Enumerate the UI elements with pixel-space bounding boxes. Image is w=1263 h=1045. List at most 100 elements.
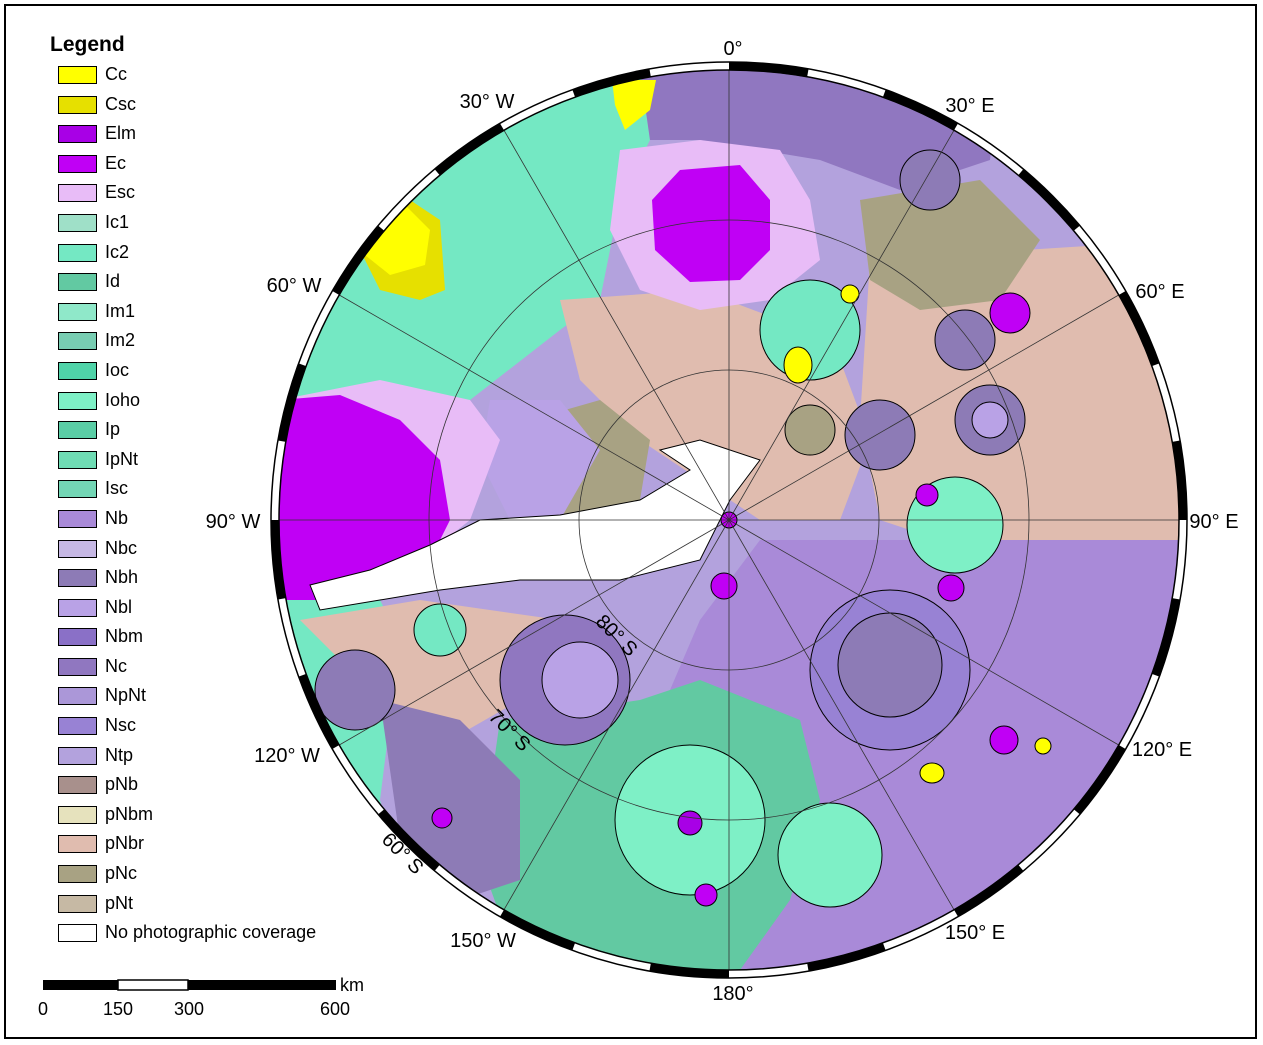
legend-label: Ip (105, 419, 121, 440)
scale-unit: km (340, 975, 364, 995)
legend-swatch (58, 569, 97, 588)
meridian-line (728, 519, 1119, 746)
legend-label: Im2 (105, 330, 136, 351)
scale-segment-1 (43, 980, 118, 990)
legend-label: Nsc (105, 715, 136, 736)
unit-ec-crater-2 (937, 574, 965, 602)
unit-ec-crater-5 (694, 883, 718, 907)
legend-label: pNbm (105, 803, 154, 824)
legend-swatch (58, 805, 97, 824)
meridian-line (728, 519, 955, 910)
unit-ec-west-basin (279, 395, 450, 600)
legend-label: Elm (105, 123, 136, 144)
border-tick (271, 520, 286, 600)
unit-ec-crater-1 (989, 292, 1031, 334)
legend-swatch (58, 361, 97, 380)
legend-swatch (58, 213, 97, 232)
unit-ec-crater-6 (915, 483, 939, 507)
legend-swatch (58, 421, 97, 440)
scale-bar: km 0 150 300 600 (38, 975, 364, 1019)
unit-ic2-southeast-crater (777, 802, 883, 908)
unit-nbl-center (480, 400, 600, 520)
legend-label: Ic1 (105, 211, 130, 232)
border-tick (1073, 745, 1126, 815)
unit-cc-crater-2 (840, 284, 860, 304)
unit-cc-northwest (365, 205, 430, 275)
legend-swatch (58, 125, 97, 144)
legend-label: pNb (105, 774, 139, 795)
legend-label: Ioc (105, 359, 130, 380)
legend-label: pNbr (105, 833, 145, 854)
legend-swatch (58, 184, 97, 203)
legend-item: Im1 (50, 300, 135, 330)
legend-item: Isc (50, 477, 128, 507)
unit-pnbr-southwest (300, 600, 560, 740)
unit-ec-crater-4 (710, 572, 738, 600)
border-ticks (271, 62, 1187, 978)
border-tick (500, 909, 576, 951)
legend-swatch (58, 273, 97, 292)
meridian-line (503, 130, 730, 521)
legend-label: Nbh (105, 567, 139, 588)
meridian-line (728, 294, 1119, 521)
lon-label-120e: 120° E (1132, 739, 1192, 761)
border-tick (729, 62, 809, 77)
unit-ic2-west-crater (413, 603, 467, 657)
legend-swatch (58, 598, 97, 617)
lon-label-150w: 150° W (450, 930, 516, 952)
legend-item: Nbh (50, 566, 138, 596)
scale-tick-600: 600 (320, 999, 350, 1019)
legend-label: No photographic coverage (105, 922, 317, 943)
legend-swatch (58, 450, 97, 469)
border-tick (1151, 598, 1181, 677)
legend-label: NpNt (105, 685, 147, 706)
meridian-line (339, 294, 730, 521)
legend-item: NpNt (50, 684, 146, 714)
legend-label: Cc (105, 64, 127, 84)
scale-tick-150: 150 (103, 999, 133, 1019)
legend-item: Ip (50, 418, 125, 448)
unit-nbh-center-crater (844, 399, 916, 471)
legend-swatch (58, 746, 97, 765)
legend-item: pNbm (50, 803, 153, 833)
unit-ec-crater-7 (677, 810, 703, 836)
legend-swatch (58, 717, 97, 736)
border-tick (649, 963, 729, 978)
legend-label: Csc (105, 93, 136, 114)
legend-label: Ic2 (105, 241, 130, 262)
lon-label-30w: 30° W (460, 91, 515, 113)
border-tick (1118, 291, 1160, 367)
legend-swatch (58, 776, 97, 795)
meridian-line (503, 519, 730, 910)
unit-nbh-northeast-crater (934, 309, 996, 371)
lon-label-150e: 150° E (945, 922, 1005, 944)
legend-swatch (58, 154, 97, 173)
lon-label-90w: 90° W (206, 511, 261, 533)
legend-label: pNc (105, 863, 138, 884)
legend-label: Nb (105, 507, 129, 528)
map-frame (4, 4, 1257, 1039)
legend-swatch (58, 95, 97, 114)
lon-label-60w: 60° W (267, 275, 322, 297)
legend-item: Nbc (50, 537, 137, 567)
unit-cc-crater-1 (783, 346, 813, 384)
border-tick (954, 864, 1024, 917)
legend: Legend Cc Csc Elm Ec Esc Ic1 Ic2 Id Im1 Im2 Ioc Ioh… (50, 33, 316, 951)
scale-tick-0: 0 (38, 999, 48, 1019)
legend-swatch (58, 480, 97, 499)
border-tick (298, 673, 340, 749)
border-tick (882, 89, 958, 131)
legend-item: Ioho (50, 389, 140, 419)
legend-item: Cc (50, 63, 127, 93)
legend-swatch (58, 539, 97, 558)
legend-item: Id (50, 270, 125, 300)
legend-item: No photographic coverage (50, 921, 316, 951)
lon-label-0: 0° (723, 38, 742, 60)
legend-label: Nc (105, 655, 127, 676)
legend-swatch (58, 865, 97, 884)
meridian-line (728, 130, 955, 521)
legend-label: Nbm (105, 626, 144, 647)
unit-nbh-east-inner (837, 612, 943, 718)
legend-swatch (58, 894, 97, 913)
legend-swatch (58, 243, 97, 262)
